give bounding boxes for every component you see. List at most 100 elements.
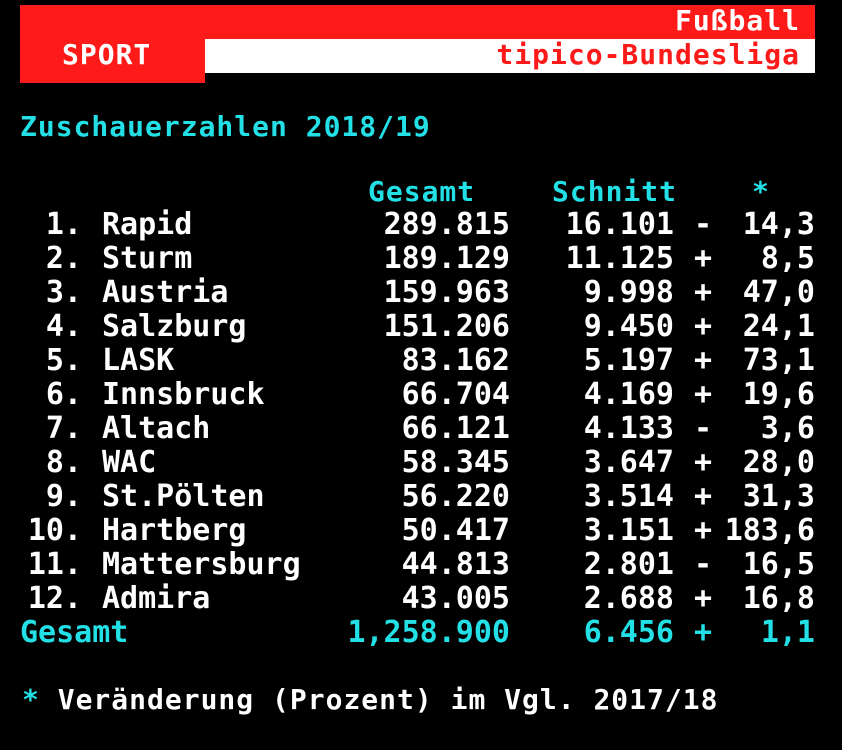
- row-rank: 9.: [45, 479, 82, 514]
- row-average: 9.998: [583, 275, 674, 310]
- row-total: 289.815: [383, 207, 510, 242]
- row-change: 183,6: [724, 513, 815, 548]
- row-team: St.Pölten: [102, 479, 265, 514]
- row-sign: +: [693, 343, 713, 378]
- row-team: Altach: [102, 411, 211, 446]
- row-change: 19,6: [742, 377, 815, 412]
- row-rank: 11.: [27, 547, 82, 582]
- row-average: 4.133: [583, 411, 674, 446]
- header-category: Fußball: [674, 4, 800, 37]
- table-row: 12. Admira 43.005 2.688 +16,8: [0, 582, 842, 616]
- row-sign: +: [693, 479, 713, 514]
- row-rank: 1.: [45, 207, 82, 242]
- row-average: 3.151: [583, 513, 674, 548]
- row-change: 16,8: [742, 581, 815, 616]
- summary-sign: +: [693, 615, 713, 650]
- row-rank: 8.: [45, 445, 82, 480]
- row-sign: +: [693, 377, 713, 412]
- footnote-text: Veränderung (Prozent) im Vgl. 2017/18: [57, 683, 719, 716]
- row-sign: +: [693, 445, 713, 480]
- row-change: 8,5: [760, 241, 815, 276]
- row-sign: +: [693, 513, 713, 548]
- summary-label: Gesamt: [20, 615, 129, 650]
- summary-row: Gesamt 1,258.900 6.456 + 1,1: [0, 616, 842, 650]
- row-total: 58.345: [401, 445, 510, 480]
- row-team: Sturm: [102, 241, 193, 276]
- table-row: 2. Sturm 189.129 11.125 +8,5: [0, 242, 842, 276]
- column-header-average: Schnitt: [552, 175, 678, 208]
- row-total: 66.121: [401, 411, 510, 446]
- table-row: 4. Salzburg 151.206 9.450 +24,1: [0, 310, 842, 344]
- row-rank: 3.: [45, 275, 82, 310]
- row-change: 24,1: [742, 309, 815, 344]
- row-sign: -: [693, 411, 713, 446]
- table-row: 9. St.Pölten 56.220 3.514 +31,3: [0, 480, 842, 514]
- table-row: 10. Hartberg 50.417 3.151 +183,6: [0, 514, 842, 548]
- row-total: 83.162: [401, 343, 510, 378]
- column-header-total: Gesamt: [368, 175, 476, 208]
- row-team: Hartberg: [102, 513, 247, 548]
- table-row: 5. LASK 83.162 5.197 +73,1: [0, 344, 842, 378]
- row-average: 3.647: [583, 445, 674, 480]
- row-sign: -: [693, 207, 713, 242]
- row-average: 16.101: [565, 207, 674, 242]
- header-league-bar: [205, 39, 815, 73]
- row-rank: 10.: [27, 513, 82, 548]
- row-team: WAC: [102, 445, 157, 480]
- header-league: tipico-Bundesliga: [496, 38, 800, 71]
- summary-change: 1,1: [760, 615, 815, 650]
- row-team: Innsbruck: [102, 377, 265, 412]
- table-row: 3. Austria 159.963 9.998 +47,0: [0, 276, 842, 310]
- row-sign: +: [693, 275, 713, 310]
- row-sign: +: [693, 309, 713, 344]
- table-row: 1. Rapid 289.815 16.101-14,3: [0, 208, 842, 242]
- page-title: Zuschauerzahlen 2018/19: [20, 110, 431, 143]
- row-average: 2.801: [583, 547, 674, 582]
- row-sign: +: [693, 581, 713, 616]
- row-rank: 7.: [45, 411, 82, 446]
- table-row: 7. Altach 66.121 4.133- 3,6: [0, 412, 842, 446]
- header-bar-top: [20, 5, 815, 39]
- row-rank: 5.: [45, 343, 82, 378]
- header-section: SPORT: [62, 38, 152, 71]
- row-total: 66.704: [401, 377, 510, 412]
- row-team: Admira: [102, 581, 211, 616]
- row-sign: +: [693, 241, 713, 276]
- row-total: 151.206: [383, 309, 510, 344]
- row-rank: 6.: [45, 377, 82, 412]
- table-row: 11. Mattersburg 44.813 2.801-16,5: [0, 548, 842, 582]
- row-change: 47,0: [742, 275, 815, 310]
- row-change: 3,6: [760, 411, 815, 446]
- column-header-change-marker: *: [752, 175, 770, 208]
- row-team: Mattersburg: [102, 547, 301, 582]
- row-total: 43.005: [401, 581, 510, 616]
- row-change: 31,3: [742, 479, 815, 514]
- row-rank: 4.: [45, 309, 82, 344]
- row-total: 189.129: [383, 241, 510, 276]
- row-change: 73,1: [742, 343, 815, 378]
- row-average: 5.197: [583, 343, 674, 378]
- summary-total: 1,258.900: [347, 615, 510, 650]
- row-team: Salzburg: [102, 309, 247, 344]
- row-team: Austria: [102, 275, 229, 310]
- row-total: 159.963: [383, 275, 510, 310]
- row-team: Rapid: [102, 207, 193, 242]
- row-total: 56.220: [401, 479, 510, 514]
- row-average: 4.169: [583, 377, 674, 412]
- row-team: LASK: [102, 343, 175, 378]
- table-row: 6. Innsbruck 66.704 4.169 +19,6: [0, 378, 842, 412]
- header-section-block: [20, 39, 205, 83]
- footnote-marker: *: [22, 683, 40, 716]
- row-total: 44.813: [401, 547, 510, 582]
- footnote: * Veränderung (Prozent) im Vgl. 2017/18: [22, 683, 718, 717]
- row-average: 9.450: [583, 309, 674, 344]
- row-rank: 12.: [27, 581, 82, 616]
- table-row: 8. WAC 58.345 3.647 +28,0: [0, 446, 842, 480]
- row-change: 14,3: [742, 207, 815, 242]
- row-change: 28,0: [742, 445, 815, 480]
- row-average: 3.514: [583, 479, 674, 514]
- row-sign: -: [693, 547, 713, 582]
- row-average: 2.688: [583, 581, 674, 616]
- summary-average: 6.456: [583, 615, 674, 650]
- row-total: 50.417: [401, 513, 510, 548]
